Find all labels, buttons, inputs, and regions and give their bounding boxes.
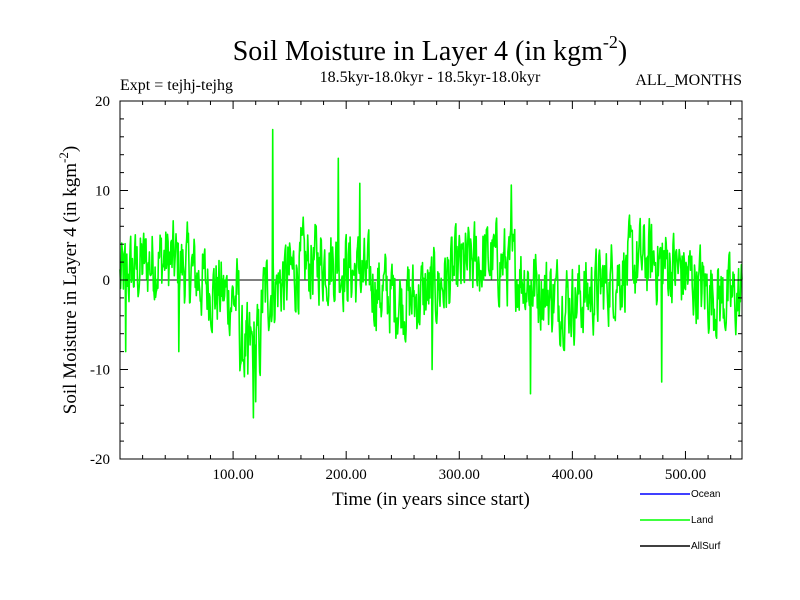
y-tick-label: -10 [90, 363, 110, 379]
x-tick-label: 100.00 [212, 467, 253, 483]
x-tick-label: 500.00 [665, 467, 706, 483]
period-label: 18.5kyr-18.0kyr - 18.5kyr-18.0kyr [320, 69, 541, 86]
x-tick-label: 200.00 [326, 467, 367, 483]
legend-allsurf-label: AllSurf [691, 541, 721, 552]
y-axis-label: Soil Moisture in Layer 4 (in kgm-2) [56, 146, 81, 414]
experiment-label: Expt = tejhj-tejhg [120, 77, 233, 94]
legend: Ocean Land AllSurf [640, 489, 721, 552]
chart-title: Soil Moisture in Layer 4 (in kgm-2) [233, 32, 628, 67]
x-tick-label: 300.00 [439, 467, 480, 483]
months-label: ALL_MONTHS [635, 72, 742, 89]
legend-land-label: Land [691, 515, 713, 526]
y-tick-label: -20 [90, 452, 110, 468]
y-tick-label: 0 [103, 273, 111, 289]
y-tick-label: 20 [95, 94, 110, 110]
series-land-line [119, 128, 743, 419]
x-tick-label: 400.00 [552, 467, 593, 483]
plot-data [119, 128, 743, 419]
plot-axes: 100.00 200.00 300.00 400.00 500.00 -20 -10 0 10 2… [90, 94, 743, 483]
x-axis-label: Time (in years since start) [332, 489, 530, 510]
y-tick-label: 10 [95, 184, 110, 200]
legend-ocean-label: Ocean [691, 489, 720, 500]
